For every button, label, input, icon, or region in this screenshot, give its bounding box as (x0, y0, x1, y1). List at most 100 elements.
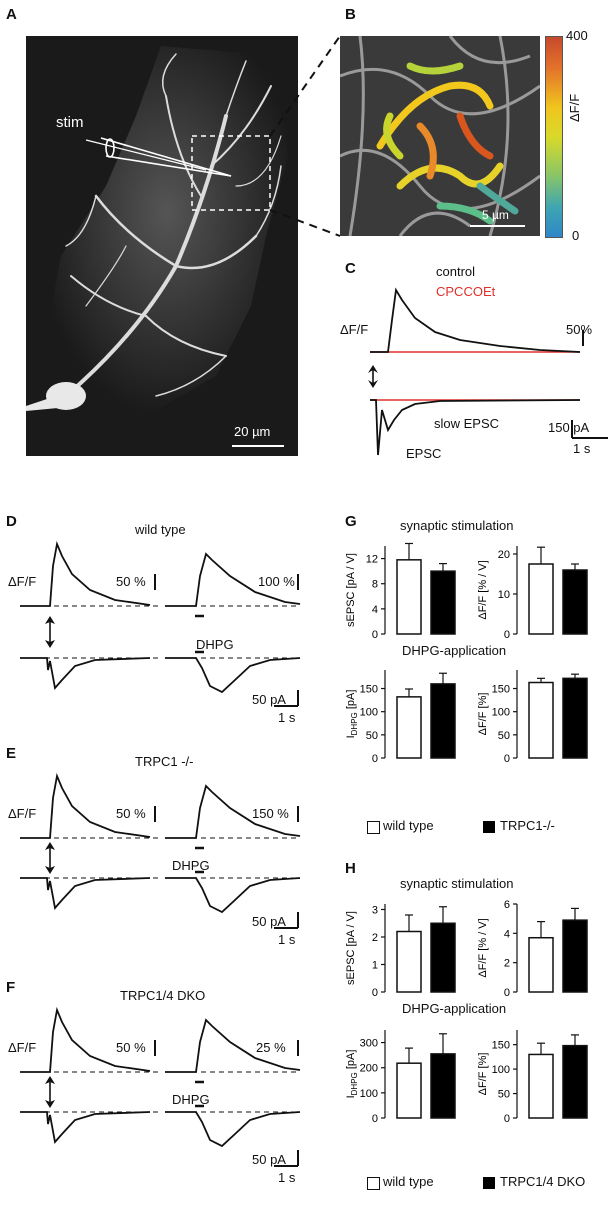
chart-g2: 0 10 20 ΔF/F [% / V] (477, 546, 588, 641)
y-tick-label: 0 (504, 1113, 510, 1125)
e-title: TRPC1 -/- (135, 754, 194, 769)
y-tick-label: 100 (360, 1088, 378, 1100)
y-tick-label: 100 (492, 707, 510, 719)
scale-bar-a-label: 20 µm (234, 424, 271, 439)
trace-panel-c (368, 287, 608, 456)
d-scale-right: 100 % (258, 574, 295, 589)
y-axis-label: sEPSC [pA / V] (345, 553, 357, 627)
y-axis-label: ΔF/F [% / V] (477, 560, 489, 619)
bar-knockout (562, 569, 588, 635)
bar-wild-type (396, 696, 422, 759)
y-axis-label: sEPSC [pA / V] (345, 911, 357, 985)
c-scale-pa: 150 pA (548, 420, 590, 435)
y-tick-label: 0 (504, 753, 510, 765)
bar-knockout (562, 677, 588, 759)
y-tick-label: 50 (498, 1089, 510, 1101)
y-tick-label: 150 (492, 1040, 510, 1052)
chart-g1: 0 4 8 12 sEPSC [pA / V] (345, 542, 456, 641)
y-tick-label: 1 (372, 960, 378, 972)
current-trace-dhpg (165, 657, 301, 694)
colorbar-label: ΔF/F (567, 93, 582, 122)
calcium-trace-dhpg (165, 552, 301, 607)
h-title-top: synaptic stimulation (400, 876, 514, 891)
f-scale-left: 50 % (116, 1040, 146, 1055)
calcium-trace-dhpg (165, 1018, 301, 1073)
panel-label-c: C (345, 260, 356, 277)
d-scale-pa: 50 pA (252, 692, 286, 707)
y-tick-label: 50 (498, 730, 510, 742)
legend-drug: CPCCOEt (436, 284, 496, 299)
h-legend-wt-swatch (367, 1177, 380, 1190)
bar-wild-type (528, 936, 554, 993)
chart-h2: 0 2 4 6 ΔF/F [% / V] (477, 899, 588, 999)
zoom-connector (269, 35, 341, 237)
d-ylabel: ΔF/F (8, 574, 37, 589)
f-ylabel: ΔF/F (8, 1040, 37, 1055)
panel-d: wild type ΔF/F 50 % 100 % DHPG 50 pA 1 s (0, 510, 330, 740)
panel-label-d: D (6, 513, 17, 530)
e-ylabel: ΔF/F (8, 806, 37, 821)
h-title-bottom: DHPG-application (402, 1001, 507, 1016)
f-scale-s: 1 s (278, 1170, 296, 1185)
dendrite-illustration (26, 46, 288, 447)
y-tick-label: 8 (372, 579, 378, 591)
panel-label-h: H (345, 860, 356, 877)
g-legend-ko-swatch (483, 821, 495, 833)
calcium-image: 5 µm (340, 36, 540, 236)
y-tick-label: 200 (360, 1063, 378, 1075)
y-tick-label: 2 (372, 932, 378, 944)
y-tick-label: 150 (492, 684, 510, 696)
panel-f: TRPC1/4 DKO ΔF/F 50 % 25 % DHPG 50 pA 1 … (0, 976, 330, 1200)
current-trace-synaptic (20, 1111, 151, 1144)
y-tick-label: 6 (504, 899, 510, 911)
y-tick-label: 0 (372, 987, 378, 999)
calcium-trace-synaptic (20, 1006, 151, 1073)
calcium-trace-synaptic (20, 540, 151, 607)
trace-svg (20, 772, 301, 929)
bar-knockout (562, 919, 588, 993)
y-tick-label: 100 (492, 1064, 510, 1076)
y-tick-label: 0 (504, 629, 510, 641)
y-tick-label: 12 (366, 554, 378, 566)
bar-wild-type (528, 681, 554, 759)
bar-wild-type (396, 1062, 422, 1119)
f-title: TRPC1/4 DKO (120, 988, 206, 1003)
bar-knockout (430, 683, 456, 759)
purkinje-cell-image: stim 20 µm (26, 36, 298, 456)
f-scale-pa: 50 pA (252, 1152, 286, 1167)
y-tick-label: 3 (372, 905, 378, 917)
colorbar-min: 0 (572, 228, 580, 243)
d-title: wild type (135, 522, 186, 537)
bar-knockout (430, 1053, 456, 1119)
h-legend-wt: wild type (383, 1174, 434, 1189)
y-tick-label: 0 (372, 753, 378, 765)
roi-box (191, 135, 271, 211)
d-scale-s: 1 s (278, 710, 296, 725)
stim-electrode (85, 137, 232, 177)
bar-knockout (430, 922, 456, 993)
d-dhpg: DHPG (196, 637, 234, 652)
d-scale-left: 50 % (116, 574, 146, 589)
g-legend-ko: TRPC1-/- (500, 818, 555, 833)
y-tick-label: 100 (360, 707, 378, 719)
c-scale-pct: 50% (566, 322, 593, 337)
e-scale-left: 50 % (116, 806, 146, 821)
stim-label: stim (56, 114, 84, 131)
c-slow-epsc: slow EPSC (434, 416, 500, 431)
e-scale-pa: 50 pA (252, 914, 286, 929)
f-scale-right: 25 % (256, 1040, 286, 1055)
bar-knockout (562, 1044, 588, 1119)
y-axis-label: IDHPG [pA] (345, 690, 359, 739)
y-axis-label: ΔF/F [% / V] (477, 918, 489, 977)
e-scale-right: 150 % (252, 806, 289, 821)
calcium-trace-dhpg (165, 784, 301, 839)
bar-wild-type (396, 559, 422, 635)
c-ylabel: ΔF/F (340, 322, 369, 337)
current-trace-dhpg (165, 877, 301, 914)
c-epsc: EPSC (406, 446, 442, 461)
calcium-trace-synaptic (20, 772, 151, 839)
y-tick-label: 10 (498, 589, 510, 601)
